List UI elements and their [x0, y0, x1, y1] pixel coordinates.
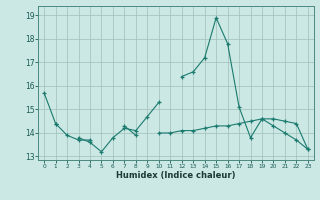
X-axis label: Humidex (Indice chaleur): Humidex (Indice chaleur) — [116, 171, 236, 180]
